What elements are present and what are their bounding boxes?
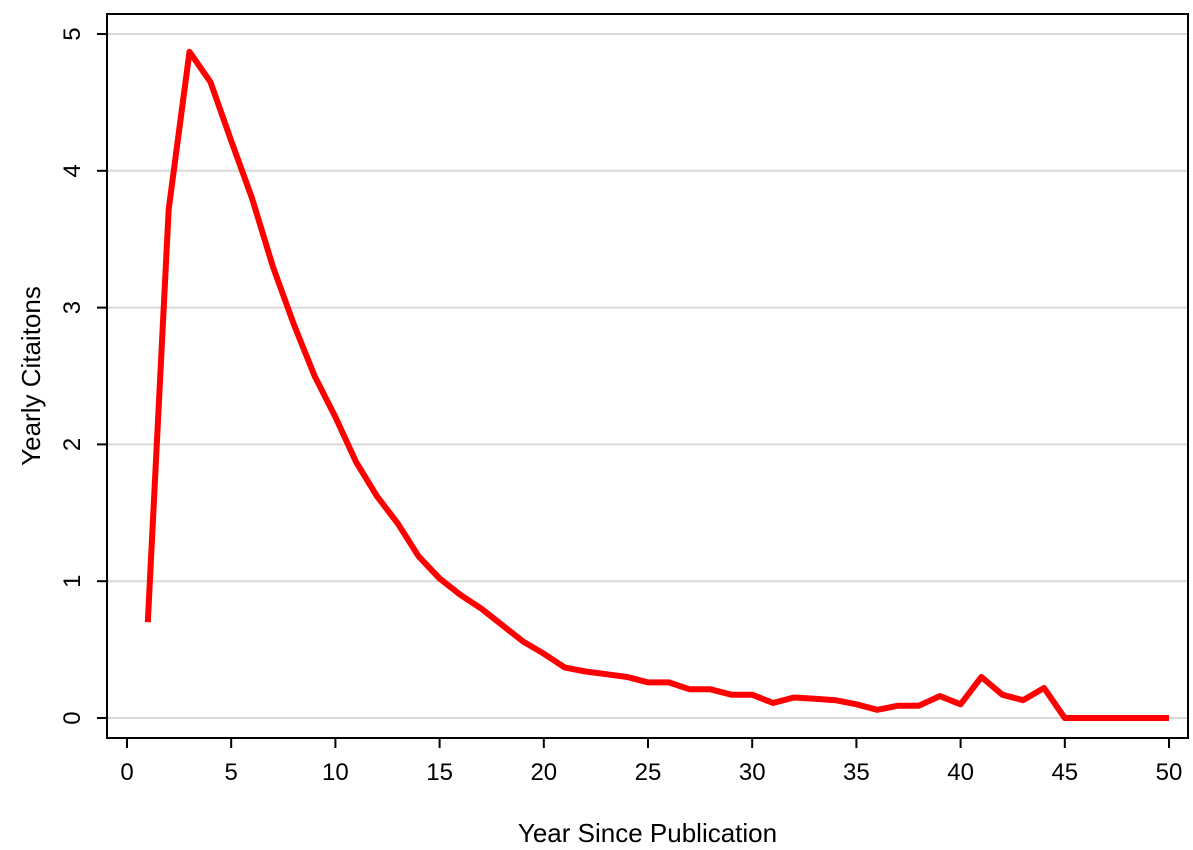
x-tick-label: 20: [530, 759, 557, 786]
gridlines: [107, 33, 1188, 719]
y-tick-label: 2: [59, 438, 86, 451]
series-layer: [144, 48, 1169, 721]
y-axis-title: Yearly Citaitons: [16, 286, 46, 466]
x-tick-label: 35: [843, 759, 870, 786]
x-tick-label: 10: [322, 759, 349, 786]
y-tick-label: 1: [59, 575, 86, 588]
x-tick-label: 45: [1051, 759, 1078, 786]
x-tick-label: 40: [947, 759, 974, 786]
series-line: [144, 48, 1169, 721]
x-tick-label: 30: [739, 759, 766, 786]
x-tick-label: 5: [225, 759, 238, 786]
x-tick-label: 0: [120, 759, 133, 786]
x-axis-title: Year Since Publication: [518, 818, 777, 848]
x-tick-label: 15: [426, 759, 453, 786]
y-tick-label: 4: [59, 164, 86, 177]
y-tick-label: 0: [59, 711, 86, 724]
x-tick-label: 25: [635, 759, 662, 786]
x-tick-label: 50: [1156, 759, 1183, 786]
y-tick-label: 5: [59, 27, 86, 40]
plot-frame: [106, 13, 1189, 739]
y-tick-label: 3: [59, 301, 86, 314]
